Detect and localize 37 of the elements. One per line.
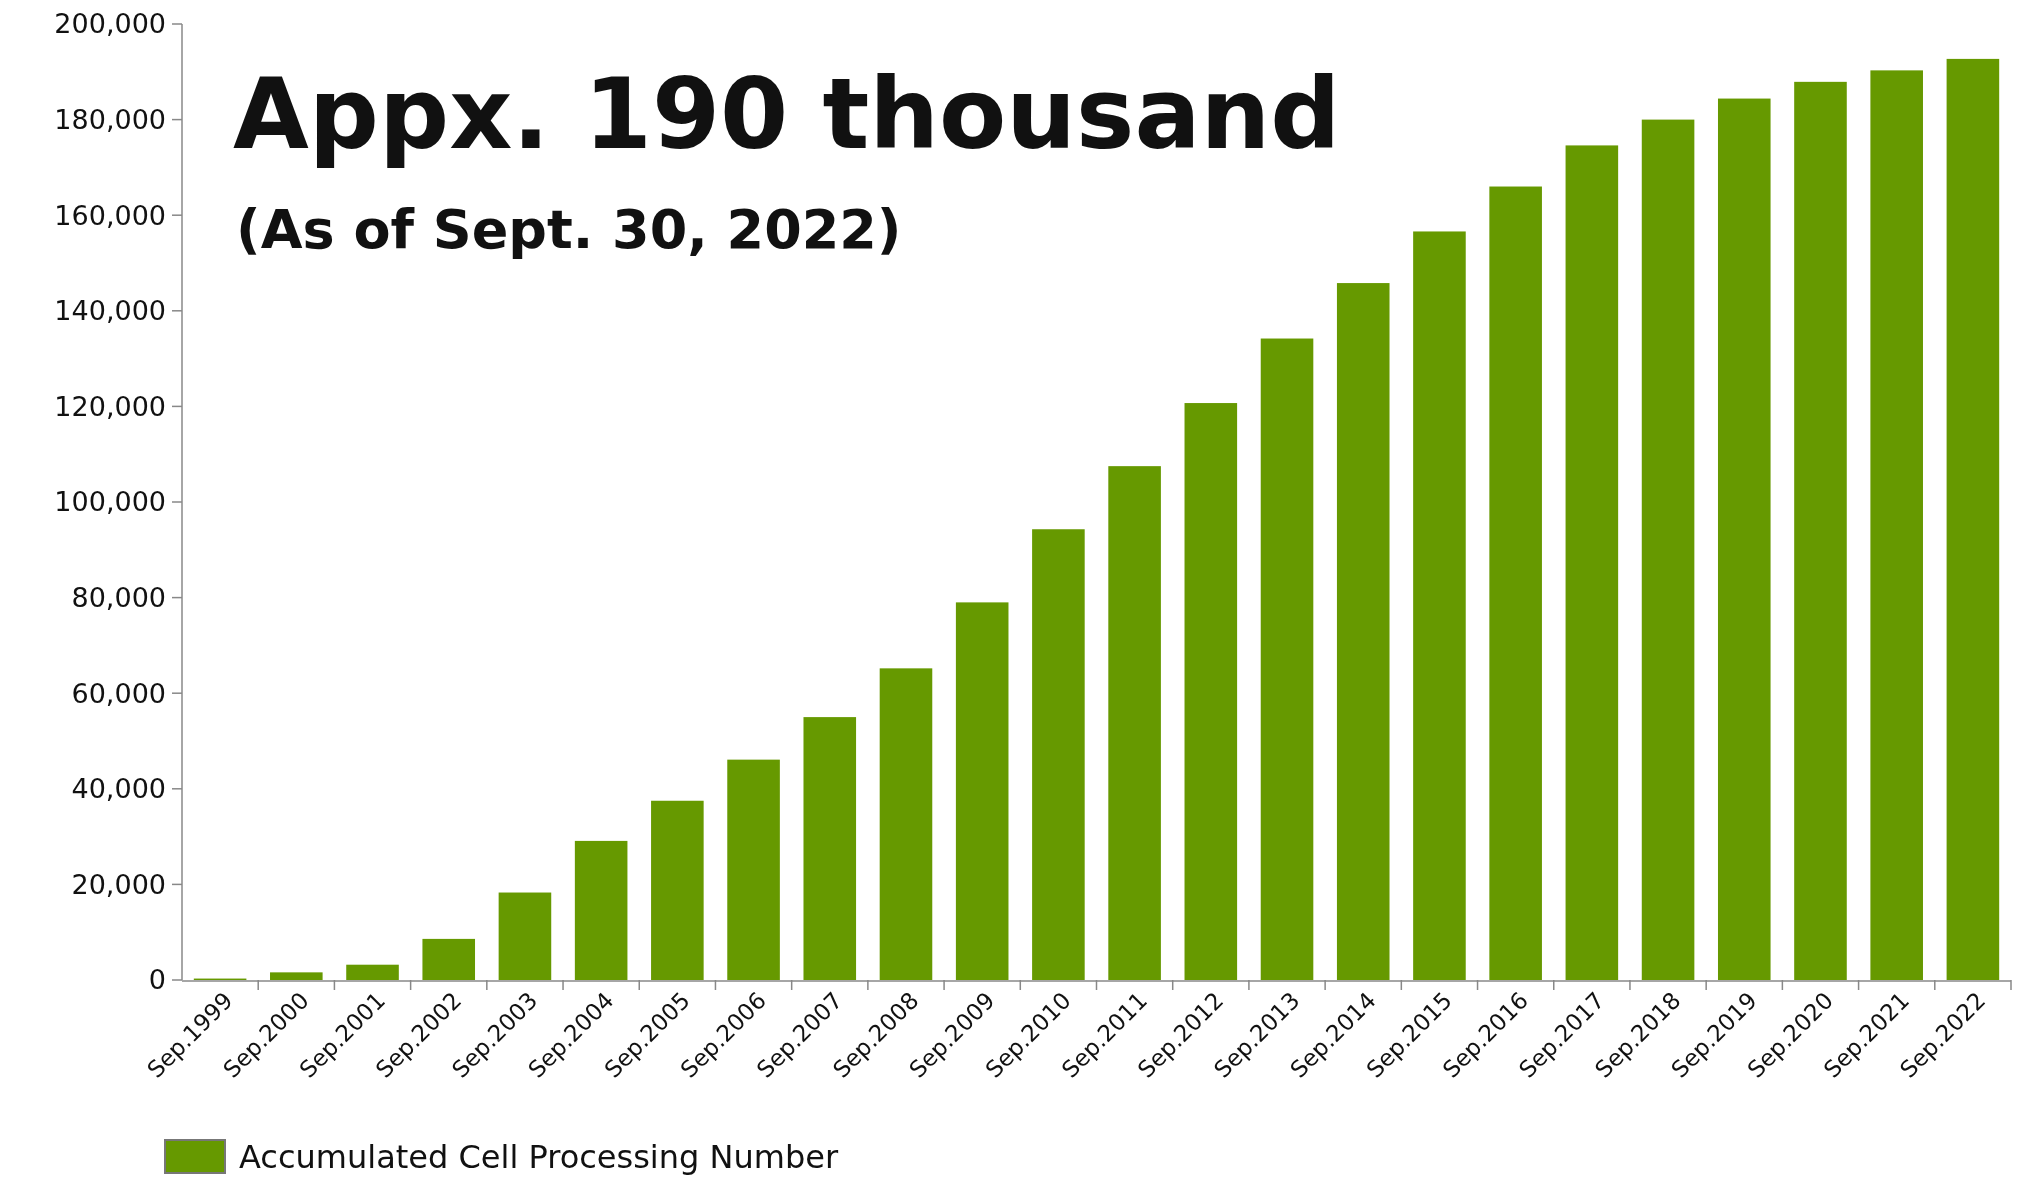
legend-label: Accumulated Cell Processing Number [239,1138,839,1177]
chart-title: Appx. 190 thousand [233,57,1341,171]
bar [727,759,780,980]
y-tick-label: 200,000 [54,8,166,40]
bar [1641,119,1695,980]
bar [270,972,323,980]
bar [1260,338,1314,980]
y-tick-label: 160,000 [54,199,166,231]
bar [1794,81,1847,980]
bar [651,800,704,980]
bar [1565,145,1619,980]
y-tick-label: 0 [148,964,166,996]
bar [1717,98,1771,980]
y-tick-label: 60,000 [71,677,166,709]
y-tick-label: 20,000 [71,868,166,900]
text: (As of Sept. 30, 2022) [236,198,902,261]
bar [955,602,1009,980]
bar [1108,466,1161,980]
y-tick-label: 180,000 [54,104,166,136]
y-tick-label: 140,000 [54,295,166,327]
bar [422,938,476,980]
bar [1336,283,1390,980]
bar [346,964,399,980]
bar [1946,58,2000,980]
bar [1870,70,1923,980]
y-tick-label: 40,000 [71,773,166,805]
bar [574,840,628,980]
bar [1489,186,1542,980]
bar [1413,231,1466,980]
y-tick-label: 100,000 [54,486,166,518]
y-tick-label: 120,000 [54,390,166,422]
bar [498,892,552,980]
y-tick-label: 80,000 [71,582,166,614]
bar [1184,403,1238,980]
bar [803,717,857,980]
bar [879,668,933,980]
bar [1032,529,1085,980]
